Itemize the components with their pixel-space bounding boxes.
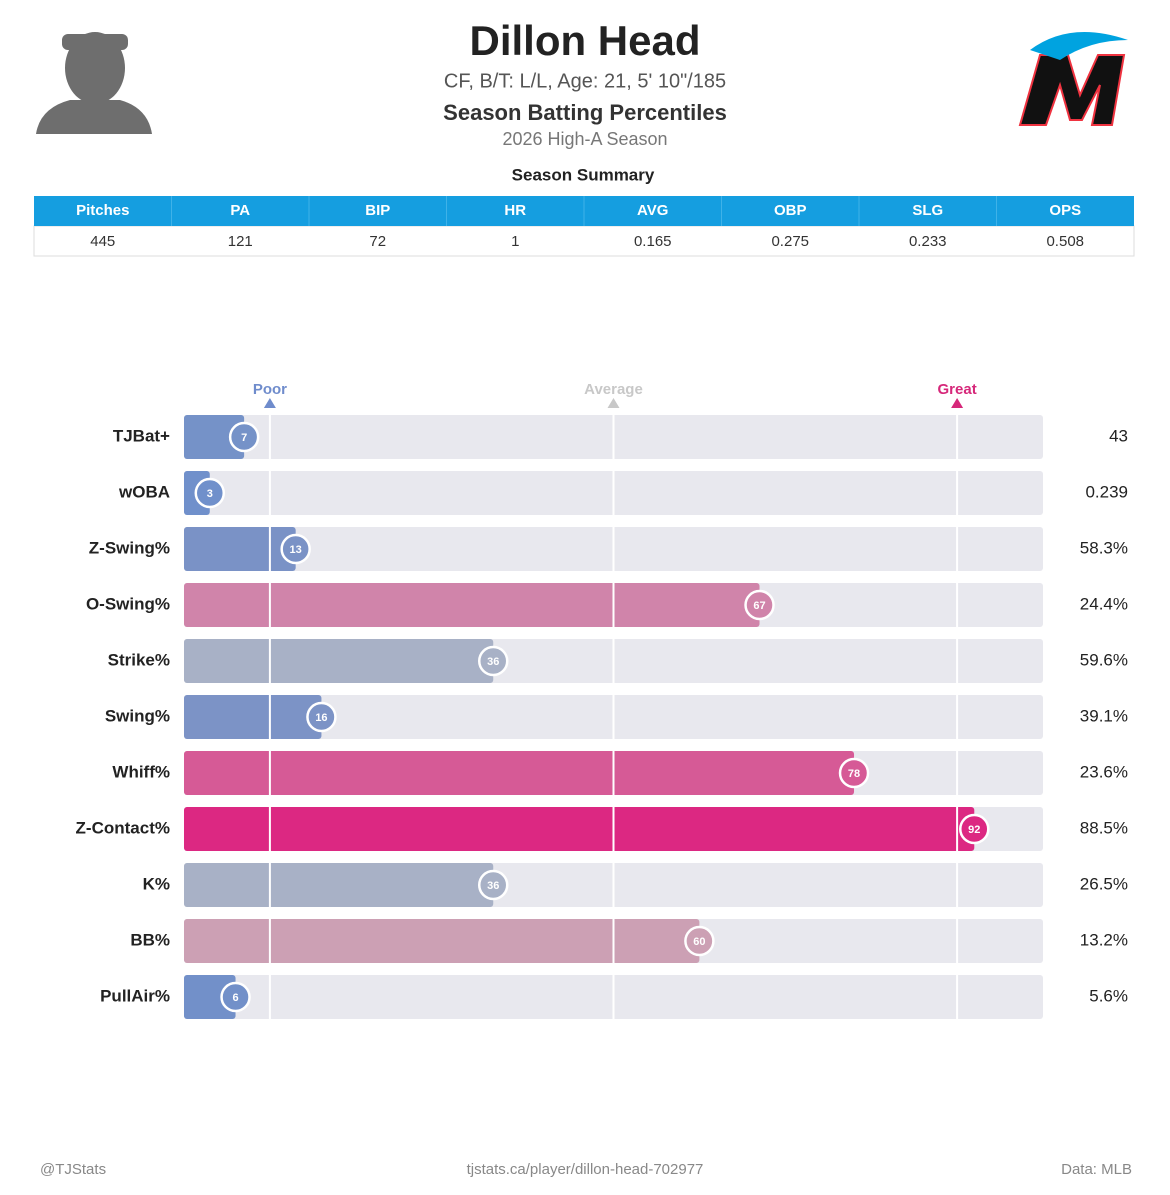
x-tick-label: Average: [584, 381, 643, 398]
percentile-label: 7: [241, 432, 247, 444]
bar: [184, 863, 494, 907]
x-tick-label: Poor: [253, 381, 287, 398]
percentile-label: 13: [290, 544, 302, 556]
percentile-marker: [228, 421, 260, 453]
table-header: BIP: [365, 202, 390, 219]
percentile-label: 78: [848, 768, 860, 780]
player-info: CF, B/T: L/L, Age: 21, 5' 10"/185: [444, 70, 726, 92]
table-cell: 121: [228, 233, 253, 250]
bar: [184, 919, 700, 963]
percentile-label: 67: [753, 600, 765, 612]
season: 2026 High-A Season: [502, 129, 667, 149]
percentile-label: 3: [207, 488, 213, 500]
table-header: Pitches: [76, 202, 129, 219]
table-cell: 0.508: [1046, 233, 1084, 250]
x-tick-label: Great: [938, 381, 977, 398]
category-label: K%: [143, 874, 170, 893]
team-logo: [1018, 32, 1128, 126]
category-label: BB%: [130, 930, 170, 949]
percentile-label: 36: [487, 880, 499, 892]
stat-value: 0.239: [1085, 482, 1128, 501]
category-label: TJBat+: [113, 426, 170, 445]
stat-value: 24.4%: [1080, 594, 1128, 613]
percentile-marker: [306, 701, 337, 733]
stat-value: 26.5%: [1080, 874, 1128, 893]
percentile-label: 16: [315, 712, 327, 724]
footer-left: @TJStats: [40, 1161, 106, 1178]
bar: [184, 751, 855, 795]
table-cell: 1: [511, 233, 519, 250]
table-header: OBP: [774, 202, 807, 219]
bar: [184, 807, 975, 851]
footer-center: tjstats.ca/player/dillon-head-702977: [467, 1161, 704, 1178]
stat-value: 88.5%: [1080, 818, 1128, 837]
percentile-marker: [220, 981, 251, 1013]
stat-value: 5.6%: [1089, 986, 1128, 1005]
stat-value: 58.3%: [1080, 538, 1128, 557]
bar: [184, 583, 760, 627]
percentile-marker: [744, 589, 775, 621]
category-label: Z-Contact%: [76, 818, 170, 837]
bar: [184, 527, 296, 571]
table-cell: 0.275: [771, 233, 809, 250]
table-header: PA: [230, 202, 250, 219]
category-label: PullAir%: [100, 986, 170, 1005]
tick-marker: [951, 398, 964, 408]
chart-title: Season Batting Percentiles: [443, 100, 727, 125]
table-header: HR: [504, 202, 526, 219]
percentile-label: 92: [968, 824, 980, 836]
bar: [184, 695, 322, 739]
category-label: Whiff%: [112, 762, 170, 781]
percentile-marker: [477, 869, 509, 901]
tick-marker: [263, 398, 276, 408]
footer-right: Data: MLB: [1061, 1161, 1132, 1178]
percentile-label: 60: [693, 936, 705, 948]
table-header: SLG: [912, 202, 943, 219]
category-label: wOBA: [118, 482, 170, 501]
percentile-marker: [280, 533, 311, 565]
tick-marker: [607, 398, 620, 408]
percentile-marker: [194, 477, 226, 509]
table-header: AVG: [637, 202, 668, 219]
percentile-marker: [959, 813, 990, 845]
percentile-label: 6: [232, 992, 238, 1004]
table-cell: 445: [90, 233, 115, 250]
percentile-marker: [684, 925, 715, 957]
bar: [184, 639, 494, 683]
percentile-label: 36: [487, 656, 499, 668]
percentile-marker: [838, 757, 870, 789]
percentile-marker: [477, 645, 509, 677]
table-cell: 72: [369, 233, 386, 250]
bar: [184, 975, 236, 1019]
table-cell: 0.233: [909, 233, 947, 250]
category-label: O-Swing%: [86, 594, 170, 613]
stat-value: 43: [1109, 426, 1128, 445]
stat-value: 39.1%: [1080, 706, 1128, 725]
stat-value: 59.6%: [1080, 650, 1128, 669]
stat-value: 13.2%: [1080, 930, 1128, 949]
player-name: Dillon Head: [469, 17, 700, 64]
category-label: Strike%: [108, 650, 170, 669]
stat-value: 23.6%: [1080, 762, 1128, 781]
player-photo: [36, 32, 152, 134]
category-label: Z-Swing%: [89, 538, 170, 557]
table-row-bg: [33, 225, 1135, 257]
table-title: Season Summary: [512, 165, 655, 184]
table-cell: 0.165: [634, 233, 672, 250]
category-label: Swing%: [105, 706, 170, 725]
bar: [184, 415, 245, 459]
table-header: OPS: [1049, 202, 1081, 219]
